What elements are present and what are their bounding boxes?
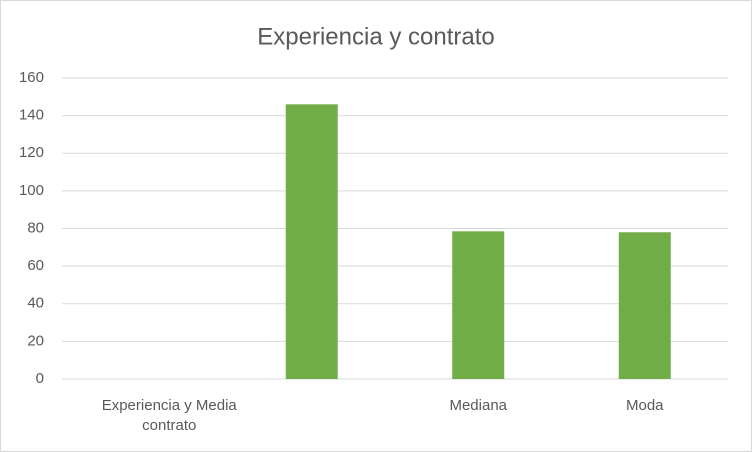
bar — [452, 231, 505, 379]
y-tick-label: 100 — [19, 182, 44, 199]
bar — [618, 232, 671, 379]
y-tick-label: 60 — [27, 257, 44, 274]
bar — [285, 104, 338, 380]
y-tick-label: 140 — [19, 107, 44, 124]
x-tick-label: Moda — [625, 397, 664, 414]
y-tick-label: 20 — [27, 332, 44, 349]
x-tick-label: Mediana — [449, 397, 508, 414]
y-tick-label: 160 — [19, 69, 44, 86]
x-tick-label: Experiencia y Media contrato — [101, 397, 237, 434]
y-tick-label: 40 — [27, 295, 44, 312]
y-tick-label: 80 — [27, 219, 44, 236]
y-tick-label: 0 — [36, 370, 44, 387]
chart-title: Experiencia y contrato — [257, 23, 494, 50]
y-tick-label: 120 — [19, 144, 44, 161]
